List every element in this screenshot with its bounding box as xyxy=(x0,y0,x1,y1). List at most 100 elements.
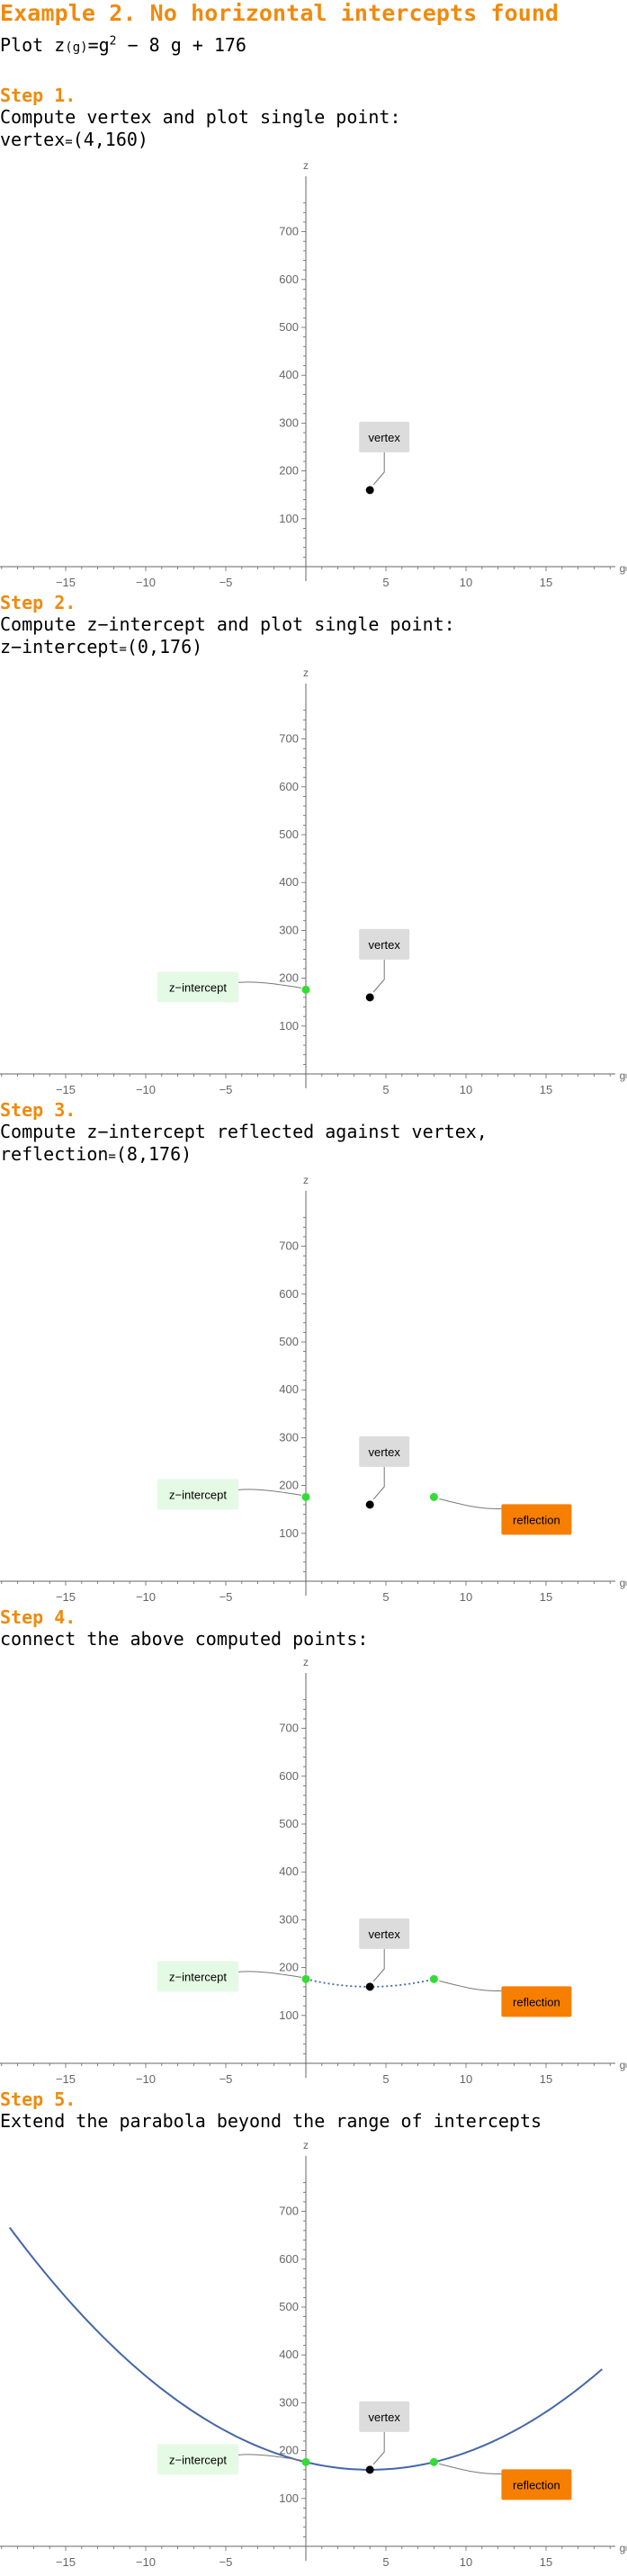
reflection-point xyxy=(429,2457,438,2466)
x-tick-label: −5 xyxy=(219,2072,233,2086)
step-5: Step 5. Extend the parabola beyond the r… xyxy=(0,2089,627,2569)
y-tick-label: 600 xyxy=(279,273,299,286)
vertex-label: vertex xyxy=(368,938,400,952)
z-intercept-point xyxy=(301,985,310,994)
vertex-label-box xyxy=(359,421,410,452)
chart-step-1: g z −15 −10 −5 5 10 15 100 200 300 400 500 600 700 vert… xyxy=(0,159,627,589)
z-intercept-point xyxy=(301,1492,310,1501)
step-description: Compute z−intercept reflected against ve… xyxy=(0,1121,488,1142)
step-4: Step 4. connect the above computed point… xyxy=(0,1606,627,2086)
chart-step-4: g z −15 −10 −5 5 10 15 100 200 300 400 500 600 700 vert… xyxy=(0,1656,627,2086)
y-tick-label: 500 xyxy=(279,2300,299,2313)
y-axis-label: z xyxy=(303,2139,309,2151)
vertex-point xyxy=(365,1982,374,1991)
y-tick-label: 100 xyxy=(279,1019,299,1033)
x-tick-label: −5 xyxy=(219,1590,233,1604)
x-axis-label: g xyxy=(620,562,626,575)
y-tick-label: 400 xyxy=(279,1382,299,1396)
y-tick-label: 700 xyxy=(279,2205,299,2218)
step-label: Step 3. xyxy=(0,1099,76,1121)
reflection-label-box xyxy=(501,1986,572,2017)
y-tick-label: 700 xyxy=(279,225,299,238)
result-value: (0,176) xyxy=(126,636,203,657)
z-intercept-point xyxy=(301,2457,310,2466)
y-tick-label: 600 xyxy=(279,780,299,793)
intercept-label: z−intercept xyxy=(169,1970,227,1983)
y-tick-label: 400 xyxy=(279,2348,299,2361)
x-tick-label: −15 xyxy=(56,2555,76,2569)
step-description: Extend the parabola beyond the range of … xyxy=(0,2110,542,2132)
x-tick-label: 10 xyxy=(460,2555,472,2569)
intercept-leader xyxy=(237,981,302,988)
x-tick-label: 10 xyxy=(460,576,472,589)
plot-prefix: Plot xyxy=(0,34,55,56)
step-3: Step 3. Compute z−intercept reflected ag… xyxy=(0,1099,627,1604)
x-tick-label: 5 xyxy=(382,1083,389,1096)
y-tick-label: 600 xyxy=(279,2252,299,2266)
z-intercept-point xyxy=(301,1974,310,1983)
result-name: z−intercept xyxy=(0,636,120,657)
y-tick-label: 300 xyxy=(279,923,299,936)
vertex-label: vertex xyxy=(368,1928,400,1941)
y-tick-label: 100 xyxy=(279,2491,299,2505)
x-axis-label: g xyxy=(620,1069,626,1082)
x-tick-label: −15 xyxy=(56,1083,76,1096)
intercept-label-box xyxy=(157,1479,238,1510)
y-tick-label: 400 xyxy=(279,875,299,889)
function-name: z xyxy=(54,34,66,56)
reflection-point xyxy=(429,1974,438,1983)
vertex-label: vertex xyxy=(368,431,400,444)
y-tick-label: 200 xyxy=(279,971,299,985)
y-axis-label: z xyxy=(303,1656,309,1668)
vertex-leader xyxy=(372,1466,385,1500)
y-tick-label: 300 xyxy=(279,2395,299,2409)
intercept-label-box xyxy=(157,1961,238,1992)
vertex-leader xyxy=(372,452,385,486)
y-axis-label: z xyxy=(303,159,309,172)
y-tick-label: 200 xyxy=(279,464,299,478)
x-tick-label: −5 xyxy=(219,576,233,589)
intercept-label-box xyxy=(157,2444,238,2475)
result-value: (8,176) xyxy=(115,1143,193,1165)
intercept-label-box xyxy=(157,971,238,1003)
y-tick-label: 400 xyxy=(279,1865,299,1878)
x-tick-label: 5 xyxy=(382,1590,389,1604)
x-tick-label: −10 xyxy=(136,1590,156,1604)
y-tick-label: 300 xyxy=(279,416,299,429)
y-tick-label: 700 xyxy=(279,732,299,746)
x-tick-label: 15 xyxy=(540,1083,552,1096)
y-tick-label: 500 xyxy=(279,1335,299,1348)
reflection-point xyxy=(429,1492,438,1501)
reflection-label-box xyxy=(501,2469,572,2500)
vertex-leader xyxy=(372,959,385,993)
step-label: Step 4. xyxy=(0,1606,76,1628)
x-tick-label: 15 xyxy=(540,1590,552,1604)
function-rest: − 8 g + 176 xyxy=(116,34,246,56)
y-tick-label: 100 xyxy=(279,512,299,525)
chart-step-3: g z −15 −10 −5 5 10 15 100 200 300 400 500 600 700 vert… xyxy=(0,1174,627,1604)
reflection-label: reflection xyxy=(513,1995,560,2008)
x-tick-label: 5 xyxy=(382,576,389,589)
chart-step-2: g z −15 −10 −5 5 10 15 100 200 300 400 500 600 700 vert… xyxy=(0,666,627,1096)
result-eq: = xyxy=(65,135,73,149)
y-tick-label: 200 xyxy=(279,1479,299,1492)
function-exponent: 2 xyxy=(109,34,117,49)
x-axis-label: g xyxy=(620,2059,626,2071)
vertex-point xyxy=(365,1500,374,1509)
reflection-label: reflection xyxy=(513,1513,560,1526)
chart-step-5: g z −15 −10 −5 5 10 15 100 200 300 400 500 600 700 vert… xyxy=(0,2139,627,2569)
y-tick-label: 600 xyxy=(279,1769,299,1783)
vertex-label-box xyxy=(359,2401,410,2432)
y-tick-label: 500 xyxy=(279,827,299,841)
result-eq: = xyxy=(108,1149,116,1164)
y-tick-label: 300 xyxy=(279,1912,299,1926)
result-value: (4,160) xyxy=(72,129,148,150)
step-description: connect the above computed points: xyxy=(0,1628,369,1650)
intercept-leader xyxy=(237,1489,302,1496)
intercept-label: z−intercept xyxy=(169,980,227,994)
x-axis-label: g xyxy=(620,2542,626,2554)
x-tick-label: 15 xyxy=(540,2072,552,2086)
x-tick-label: 10 xyxy=(460,1590,472,1604)
x-tick-label: −10 xyxy=(136,2072,156,2086)
x-axis-label: g xyxy=(620,1577,626,1589)
